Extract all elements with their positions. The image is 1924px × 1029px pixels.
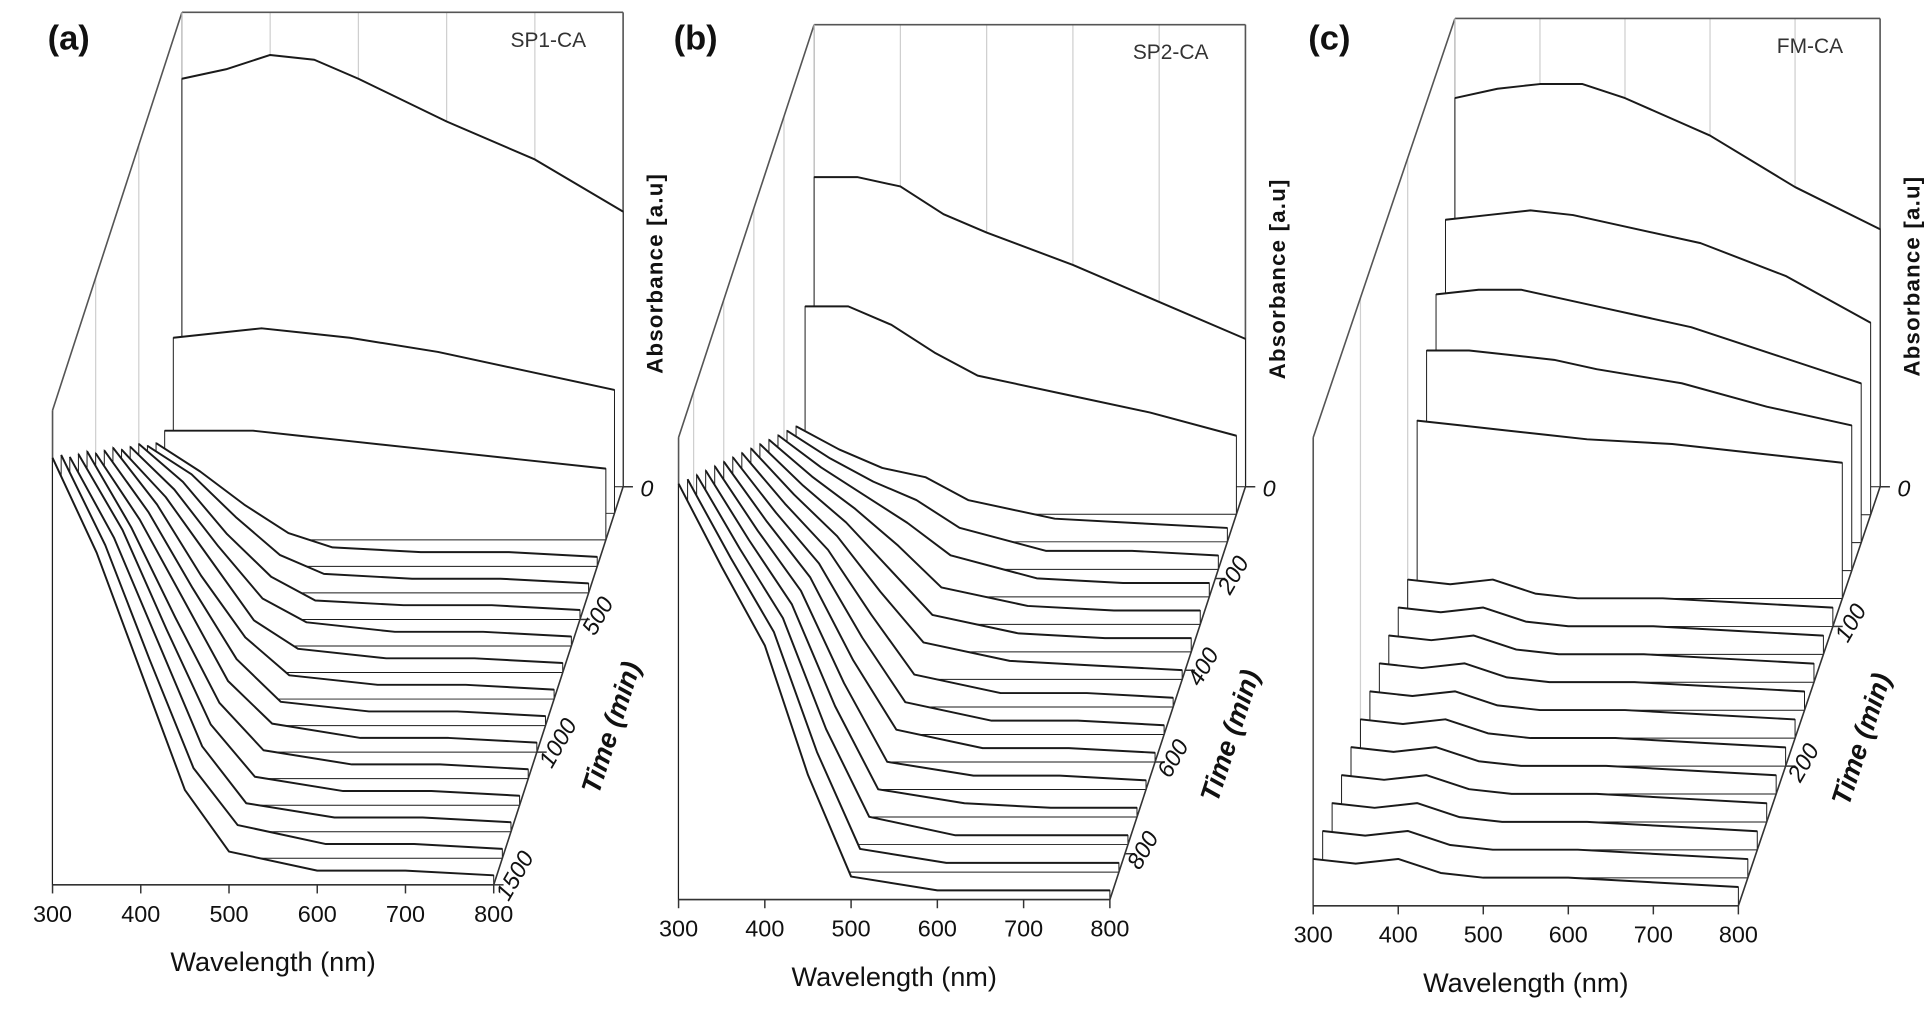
spectrum-line: [86, 450, 529, 771]
x-tick-label: 600: [298, 901, 337, 927]
spectrum-line: [146, 445, 589, 585]
x-tick-label: 800: [1719, 922, 1758, 948]
spectrum-line: [1360, 718, 1786, 749]
spectrum-line: [704, 469, 1137, 809]
z-tick-label: 600: [1152, 735, 1194, 782]
spectrum-line: [77, 453, 520, 797]
panel: 0 300 400 500 600 700 800 100 200 Wavelength (nm)…: [1294, 17, 1924, 998]
spectrum-line: [129, 446, 572, 638]
spectrum-line: [695, 474, 1128, 837]
frame-edge: [51, 12, 183, 411]
panel-label: (a): [48, 19, 90, 57]
x-axis-label: Wavelength (nm): [792, 961, 997, 992]
spectrum-line: [1313, 857, 1739, 889]
frame-edge: [1312, 18, 1456, 438]
spectrum-line: [1398, 606, 1824, 637]
spectrum-line: [1435, 288, 1862, 385]
spectrum-line: [1341, 774, 1767, 805]
z-axis: [1109, 486, 1247, 900]
spectrum-line: [768, 438, 1201, 612]
x-tick-label: 500: [209, 901, 248, 927]
x-tick-label: 800: [1090, 916, 1129, 942]
y-tick-label: 0: [1897, 476, 1910, 502]
x-axis-label: Wavelength (nm): [1423, 967, 1628, 998]
spectrum-line: [138, 443, 581, 611]
x-tick-label: 700: [1004, 916, 1043, 942]
x-tick-label: 300: [659, 916, 698, 942]
spectrum-line: [1416, 419, 1843, 464]
spectrum-line: [759, 443, 1192, 640]
spectrum-line: [1407, 578, 1833, 609]
x-tick-label: 700: [1634, 922, 1673, 948]
spectrum-line: [777, 434, 1210, 585]
z-axis: [1737, 486, 1881, 907]
x-tick-label: 400: [745, 916, 784, 942]
spectrum-line: [795, 425, 1228, 529]
spectrum-line: [814, 176, 1246, 340]
z-axis-label: Time (min): [575, 658, 647, 797]
x-axis-label: Wavelength (nm): [170, 946, 375, 977]
panel-title: FM-CA: [1777, 35, 1843, 58]
spectrum-line: [1331, 802, 1758, 833]
z-tick-label: 500: [577, 592, 619, 639]
panel-title: SP2-CA: [1133, 41, 1209, 64]
spectrum-line: [1454, 83, 1881, 231]
spectrum-line: [120, 448, 563, 664]
y-axis-label: Absorbance [a.u]: [1900, 176, 1924, 377]
spectrum-line: [722, 461, 1156, 754]
x-tick-label: 800: [474, 901, 513, 927]
y-tick-label: 0: [1263, 476, 1276, 502]
panel-label: (c): [1308, 19, 1350, 57]
spectrum-line: [51, 457, 494, 877]
y-axis-label: Absorbance [a.u]: [1265, 178, 1290, 379]
spectrum-line: [786, 429, 1219, 557]
spectrum-line: [164, 429, 606, 470]
spectrum-line: [112, 446, 555, 691]
spectrum-line: [155, 442, 598, 558]
x-tick-label: 400: [121, 901, 160, 927]
x-tick-label: 400: [1379, 922, 1418, 948]
z-axis: [492, 486, 624, 886]
spectrum-line: [181, 53, 624, 213]
spectrum-line: [750, 447, 1183, 672]
y-axis-label: Absorbance [a.u]: [643, 173, 668, 374]
spectrum-line: [1322, 829, 1748, 861]
x-tick-label: 700: [386, 901, 425, 927]
spectrum-line: [1350, 746, 1777, 777]
x-tick-label: 500: [832, 916, 871, 942]
x-tick-label: 300: [33, 901, 72, 927]
z-axis-label: Time (min): [1825, 669, 1897, 808]
x-tick-label: 600: [918, 916, 957, 942]
z-tick-label: 100: [1829, 599, 1871, 646]
frame-edge: [677, 24, 815, 438]
x-tick-label: 600: [1549, 922, 1588, 948]
panel-label: (b): [674, 19, 718, 57]
x-tick-label: 300: [1294, 922, 1333, 948]
z-tick-label: 200: [1782, 739, 1825, 787]
spectrum-line: [741, 452, 1174, 699]
y-tick-label: 0: [640, 476, 653, 502]
spectrum-line: [173, 327, 615, 391]
spectrum-line: [103, 449, 546, 718]
spectrum-line: [1426, 349, 1852, 427]
spectrum-line: [94, 452, 537, 744]
spectrum-line: [1369, 690, 1796, 721]
spectrum-line: [732, 456, 1165, 727]
panel-title: SP1-CA: [510, 29, 586, 52]
spectrum-line: [677, 483, 1110, 892]
spectrum-line: [1388, 634, 1814, 665]
spectrum-line: [1445, 209, 1872, 324]
spectrum-line: [713, 465, 1147, 782]
spectrum-line: [60, 454, 503, 850]
x-tick-label: 500: [1464, 922, 1503, 948]
spectrum-line: [686, 478, 1119, 864]
spectrum-line: [68, 456, 512, 824]
z-tick-label: 800: [1122, 827, 1164, 874]
spectrum-line: [1379, 662, 1805, 693]
spectrum-line: [805, 305, 1237, 437]
